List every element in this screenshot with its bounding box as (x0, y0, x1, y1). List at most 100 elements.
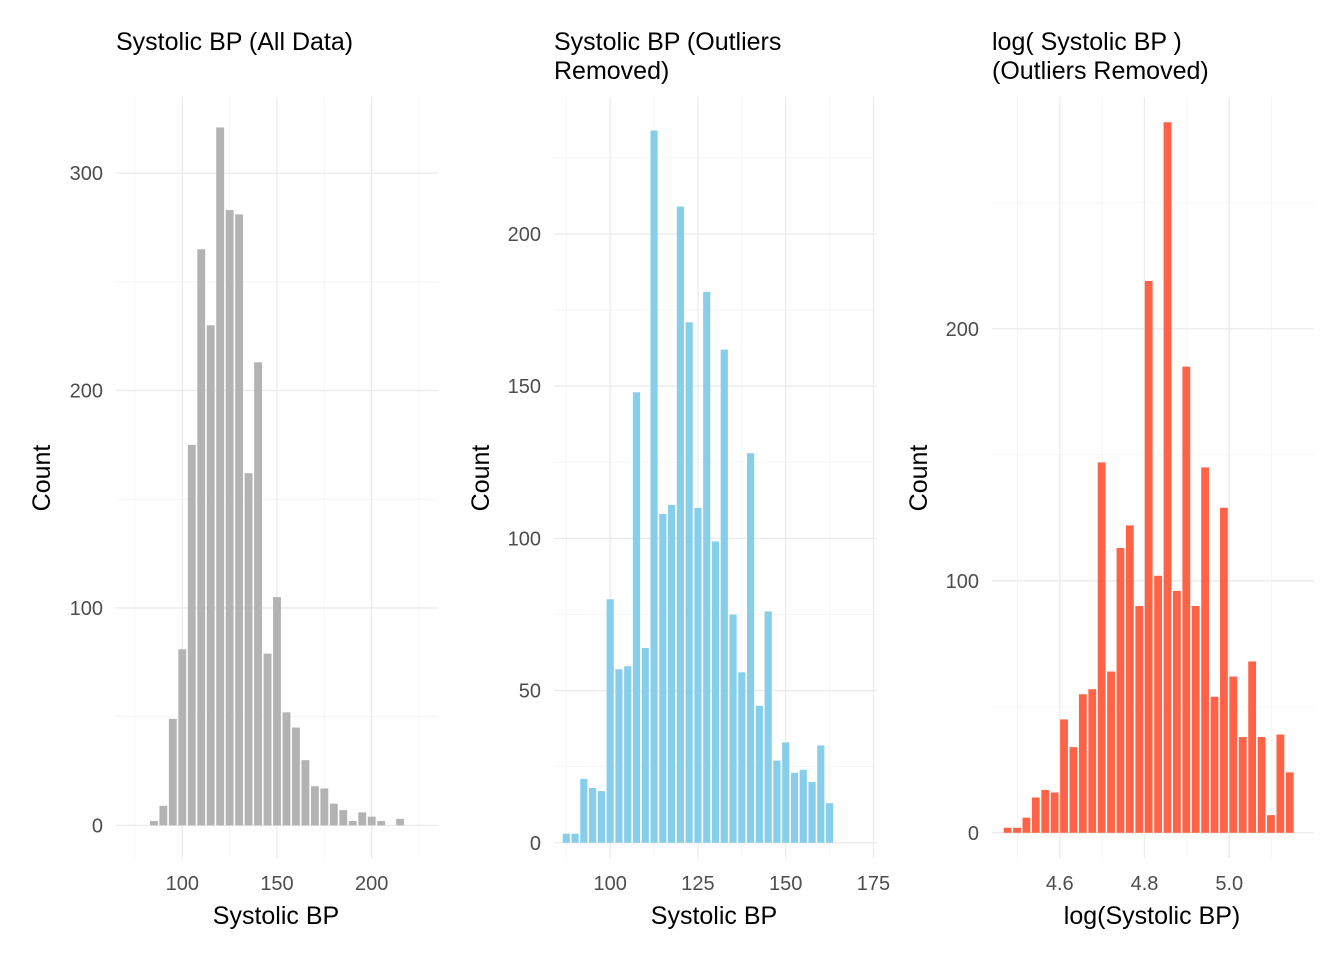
x-tick-label: 5.0 (1215, 873, 1243, 895)
histogram-bar (235, 214, 244, 826)
histogram-bar (1210, 696, 1219, 833)
panel-title: Systolic BP (Outliers Removed) (554, 28, 781, 85)
histogram-panel-all-data: Systolic BP (All Data) Systolic BP Count… (28, 28, 438, 930)
histogram-bar (178, 649, 187, 826)
histogram-bar (1116, 548, 1125, 833)
histogram-bar (703, 291, 711, 843)
histogram-bar (329, 803, 338, 826)
histogram-bar (216, 127, 225, 826)
histogram-bar (225, 210, 234, 826)
histogram-bar (1107, 671, 1115, 833)
x-ticks: 4.6 4.8 5.0 (1046, 873, 1243, 895)
histogram-bar (711, 541, 720, 843)
histogram-bar (1276, 734, 1285, 833)
histogram-bar (668, 504, 676, 843)
histogram-bar (1031, 797, 1040, 833)
x-tick-label: 100 (593, 873, 626, 895)
histogram-bar (755, 705, 763, 843)
histogram-bar (826, 803, 834, 843)
x-axis-label: Systolic BP (651, 902, 777, 930)
bars (1003, 122, 1294, 833)
histogram-bar (301, 760, 310, 826)
x-tick-label: 125 (681, 873, 714, 895)
histogram-bar (720, 349, 728, 843)
histogram-bar (1285, 772, 1294, 833)
y-ticks: 0 50 100 150 200 (508, 224, 541, 855)
y-tick-label: 100 (508, 528, 541, 550)
histogram-bar (606, 599, 614, 843)
histogram-bar (632, 392, 641, 843)
histogram-bar (799, 769, 807, 843)
histogram-bar (1229, 676, 1238, 833)
histogram-bar (377, 821, 386, 826)
histogram-bar (1022, 817, 1031, 833)
y-tick-label: 100 (946, 571, 979, 593)
histogram-bar (339, 810, 348, 826)
histogram-bar (1172, 590, 1181, 833)
x-tick-label: 4.8 (1131, 873, 1159, 895)
histogram-bar (1201, 467, 1210, 833)
histogram-bar (1257, 737, 1266, 833)
histogram-bar (1078, 694, 1087, 833)
histogram-bar (1013, 827, 1021, 833)
histogram-bar (263, 653, 272, 826)
histogram-bar (206, 325, 215, 826)
x-ticks: 100 125 150 175 (593, 873, 890, 895)
histogram-bar (1182, 366, 1191, 833)
histogram-bar (149, 821, 158, 826)
histogram-bar (1125, 525, 1134, 833)
histogram-bar (562, 833, 570, 843)
histogram-bar (729, 614, 737, 843)
grid (992, 97, 1314, 858)
histogram-bar (790, 772, 799, 843)
histogram-bar (1050, 792, 1059, 833)
histogram-bar (244, 473, 253, 826)
histogram-bar (358, 812, 367, 826)
y-tick-label: 0 (92, 815, 103, 837)
y-tick-label: 300 (70, 163, 103, 185)
histogram-bar (580, 778, 588, 843)
histogram-bar (159, 805, 168, 826)
histogram-bar (1088, 689, 1097, 833)
y-axis-label: Count (905, 445, 933, 512)
histogram-bar (571, 833, 579, 843)
histogram-bar (615, 669, 623, 843)
histogram-bar (396, 818, 405, 826)
histogram-bar (1069, 747, 1078, 833)
histogram-bar (282, 712, 291, 826)
histogram-bar (747, 453, 755, 843)
y-tick-label: 200 (508, 224, 541, 246)
histogram-bar (187, 444, 196, 826)
histogram-bar (597, 791, 605, 843)
histogram-bar (1238, 737, 1247, 833)
x-tick-label: 150 (769, 873, 802, 895)
x-tick-label: 150 (260, 873, 293, 895)
panel-title: Systolic BP (All Data) (116, 28, 353, 56)
histogram-bar (254, 362, 262, 826)
histogram-bar (1041, 789, 1050, 833)
y-tick-label: 0 (968, 823, 979, 845)
histogram-bar (589, 787, 597, 843)
histogram-bar (1060, 719, 1068, 833)
histogram-bar (1267, 815, 1275, 833)
bars (562, 130, 834, 843)
y-tick-label: 200 (946, 319, 979, 341)
histogram-bar (773, 760, 781, 843)
histogram-panel-outliers-removed: Systolic BP (Outliers Removed) Systolic B… (467, 28, 890, 930)
histogram-bar (292, 727, 300, 826)
histogram-bar (1003, 827, 1012, 833)
histogram-bar (817, 745, 825, 843)
x-tick-label: 4.6 (1046, 873, 1074, 895)
y-ticks: 0 100 200 (946, 319, 979, 845)
histogram-panel-log-outliers-removed: log( Systolic BP ) (Outliers Removed) log… (905, 28, 1314, 930)
histogram-bar (367, 816, 376, 826)
histogram-bar (808, 781, 816, 843)
y-tick-label: 150 (508, 376, 541, 398)
x-tick-label: 175 (857, 873, 890, 895)
histogram-bar (348, 821, 357, 826)
panel-title: log( Systolic BP ) (Outliers Removed) (992, 28, 1209, 85)
histogram-bar (1248, 661, 1257, 833)
y-tick-label: 50 (519, 681, 541, 703)
y-tick-label: 0 (530, 833, 541, 855)
